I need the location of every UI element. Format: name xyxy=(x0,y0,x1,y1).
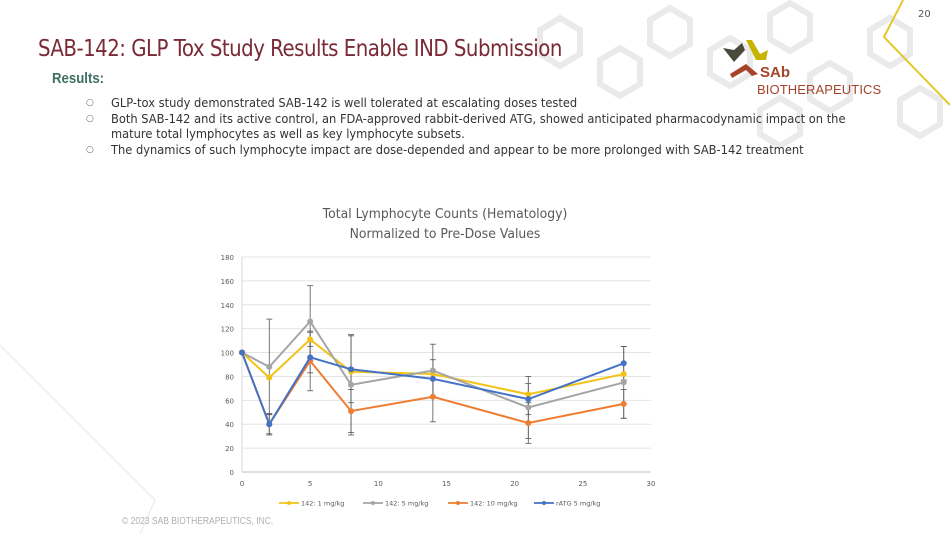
svg-text:142: 5 mg/kg: 142: 5 mg/kg xyxy=(385,500,428,508)
x-tick-label: 25 xyxy=(578,480,587,488)
copyright-footer: © 2023 SAB BIOTHERAPEUTICS, INC. xyxy=(122,516,274,527)
slide-title: SAB-142: GLP Tox Study Results Enable IN… xyxy=(38,36,562,62)
x-tick-label: 30 xyxy=(647,480,656,488)
x-tick-label: 15 xyxy=(442,480,451,488)
x-tick-label: 5 xyxy=(308,480,312,488)
y-tick-label: 80 xyxy=(225,373,234,381)
y-tick-label: 140 xyxy=(221,302,234,310)
data-point xyxy=(525,420,532,427)
y-tick-label: 120 xyxy=(221,326,234,334)
data-point xyxy=(307,354,314,361)
bullet-marker: ○ xyxy=(86,144,94,155)
data-point xyxy=(429,375,436,382)
x-tick-label: 20 xyxy=(510,480,519,488)
data-point xyxy=(620,360,627,367)
sab-logo-icon xyxy=(723,40,768,78)
legend-item: rATG 5 mg/kg xyxy=(534,500,600,508)
bullet-marker: ○ xyxy=(86,98,94,108)
legend-item: 142: 10 mg/kg xyxy=(448,500,518,508)
data-point xyxy=(348,381,355,388)
data-point xyxy=(348,408,355,415)
results-bullet-list: ○ GLP-tox study demonstrated SAB-142 is … xyxy=(86,96,886,158)
chart-title: Total Lymphocyte Counts (Hematology) Nor… xyxy=(322,206,568,242)
legend-item: 142: 5 mg/kg xyxy=(363,500,428,508)
data-point xyxy=(429,367,436,374)
svg-text:142: 1 mg/kg: 142: 1 mg/kg xyxy=(301,500,344,508)
y-tick-label: 40 xyxy=(225,421,234,429)
data-point xyxy=(525,404,532,411)
data-point xyxy=(525,391,532,398)
data-point xyxy=(307,336,314,343)
data-point xyxy=(307,318,314,325)
svg-text:rATG 5 mg/kg: rATG 5 mg/kg xyxy=(556,500,600,508)
svg-text:142: 10 mg/kg: 142: 10 mg/kg xyxy=(470,500,518,508)
x-tick-label: 10 xyxy=(374,480,383,488)
results-heading: Results: xyxy=(52,70,105,87)
legend-item: 142: 1 mg/kg xyxy=(279,500,344,508)
data-point xyxy=(266,374,273,381)
data-point xyxy=(266,363,273,370)
bullet-item: ○ GLP-tox study demonstrated SAB-142 is … xyxy=(86,96,578,110)
data-point xyxy=(266,421,273,428)
data-point xyxy=(348,366,355,373)
y-tick-label: 20 xyxy=(225,445,234,453)
data-point xyxy=(620,400,627,407)
y-tick-label: 180 xyxy=(221,254,234,262)
bullet-item: ○ The dynamics of such lymphocyte impact… xyxy=(86,142,804,157)
data-point xyxy=(620,379,627,386)
y-tick-label: 0 xyxy=(230,469,234,477)
page-number: 20 xyxy=(918,9,931,20)
data-point xyxy=(239,349,245,356)
data-point xyxy=(620,371,627,378)
x-tick-label: 0 xyxy=(240,480,244,488)
data-point xyxy=(525,396,532,403)
y-tick-label: 160 xyxy=(221,278,234,286)
data-point xyxy=(429,393,436,400)
series-ratg-5-mg-kg xyxy=(239,349,627,428)
logo-subtext: BIOTHERAPEUTICS xyxy=(757,82,882,97)
logo-wordmark: SAb xyxy=(760,64,790,81)
y-tick-label: 100 xyxy=(221,350,234,358)
y-tick-label: 60 xyxy=(225,397,234,405)
bullet-marker: ○ xyxy=(86,113,94,124)
bullet-item: ○ Both SAB-142 and its active control, a… xyxy=(86,111,846,142)
